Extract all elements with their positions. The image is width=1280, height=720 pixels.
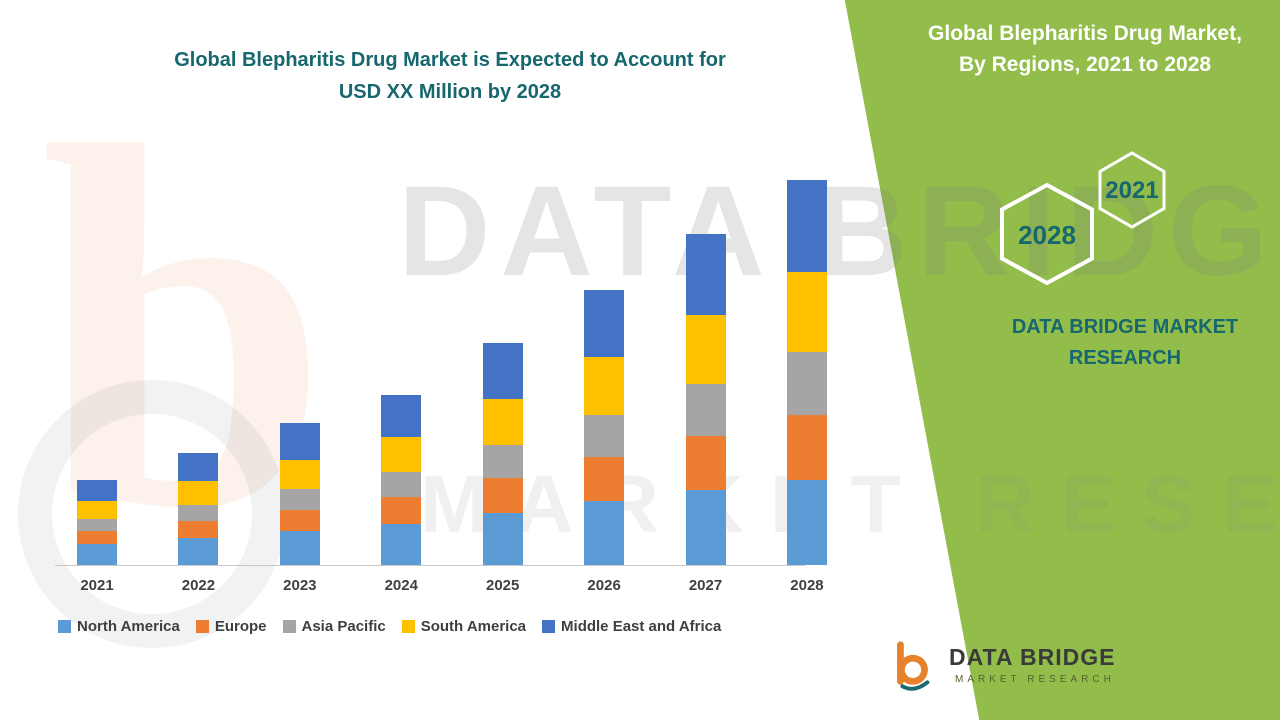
bar-segment-2025-middle-east-and-africa: [482, 343, 523, 399]
databridge-logo-subtitle: MARKET RESEARCH: [949, 674, 1121, 685]
legend-label: North America: [77, 618, 180, 635]
stacked-bar-2028: [786, 180, 827, 565]
bar-segment-2025-asia-pacific: [482, 445, 523, 479]
bar-segment-2027-asia-pacific: [685, 383, 726, 436]
bar-segment-2027-north-america: [685, 490, 726, 565]
bar-segment-2027-south-america: [685, 315, 726, 384]
chart-plot-area: [55, 180, 864, 565]
bar-segment-2022-south-america: [178, 481, 219, 505]
bar-segment-2024-south-america: [381, 437, 422, 473]
hexagon-2028-outline: [1000, 182, 1094, 286]
legend-label: Asia Pacific: [301, 618, 386, 635]
legend-item-south-america: South America: [401, 618, 527, 635]
databridge-logo-text: DATA BRIDGE MARKET RESEARCH: [949, 644, 1121, 685]
bar-segment-2028-europe: [786, 414, 827, 481]
bar-segment-2026-south-america: [584, 357, 625, 415]
chart-legend: North America Europe Asia Pacific South Ame…: [58, 618, 721, 635]
x-axis-label-2021: 2021: [80, 577, 114, 594]
legend-swatch: [282, 620, 296, 633]
x-axis-label-2023: 2023: [283, 577, 317, 594]
legend-label: Europe: [214, 618, 267, 635]
legend-label: South America: [420, 618, 527, 635]
side-panel-brand-text: DATA BRIDGE MARKET RESEARCH: [1011, 316, 1239, 369]
legend-swatch: [401, 620, 415, 633]
bar-segment-2022-north-america: [178, 537, 219, 565]
legend-item-asia-pacific: Asia Pacific: [282, 618, 386, 635]
bar-segment-2026-middle-east-and-africa: [584, 289, 625, 358]
x-axis-label-2028: 2028: [790, 577, 824, 594]
x-axis-label-2025: 2025: [486, 577, 520, 594]
databridge-logo-icon: [897, 641, 930, 691]
bar-segment-2023-europe: [279, 509, 320, 531]
bar-segment-2024-middle-east-and-africa: [381, 394, 422, 438]
bar-segment-2021-middle-east-and-africa: [77, 480, 117, 501]
databridge-logo-name: DATA BRIDGE: [949, 643, 1116, 670]
hexagon-badges: 2021 2028: [1000, 151, 1166, 286]
bar-segment-2022-asia-pacific: [178, 504, 219, 521]
stacked-bar-2025: [482, 343, 523, 565]
bar-segment-2028-asia-pacific: [786, 352, 827, 415]
legend-item-europe: Europe: [195, 618, 267, 635]
stacked-bar-2024: [381, 394, 422, 565]
bar-segment-2027-europe: [685, 436, 726, 491]
stacked-bar-2021: [77, 480, 117, 565]
hexagon-2028-label: 2028: [1018, 220, 1076, 250]
bar-segment-2025-south-america: [482, 398, 523, 446]
bar-segment-2023-asia-pacific: [279, 489, 320, 510]
bar-segment-2028-north-america: [786, 480, 827, 565]
bar-segment-2026-asia-pacific: [584, 414, 625, 458]
stacked-bar-2026: [584, 289, 625, 565]
bar-segment-2022-europe: [178, 520, 219, 538]
bar-segment-2024-north-america: [381, 523, 422, 565]
bar-segment-2028-south-america: [786, 271, 827, 353]
legend-swatch: [542, 620, 556, 633]
bar-segment-2027-middle-east-and-africa: [685, 234, 726, 316]
x-axis-line: [55, 565, 805, 566]
chart-title-line1: Global Blepharitis Drug Market is Expect…: [174, 49, 726, 71]
bar-segment-2026-europe: [584, 457, 625, 501]
x-axis-labels: 2021 2022 2023 2024 2025 2026 2027 2028: [55, 577, 864, 594]
bar-segment-2021-south-america: [77, 500, 117, 519]
bar-segment-2024-asia-pacific: [381, 472, 422, 498]
bar-segment-2023-south-america: [279, 460, 320, 490]
hexagon-2021-label: 2021: [1105, 177, 1158, 204]
chart-title: Global Blepharitis Drug Market is Expect…: [90, 44, 810, 108]
legend-item-north-america: North America: [58, 618, 180, 635]
x-axis-label-2027: 2027: [688, 577, 723, 594]
legend-swatch: [195, 620, 209, 633]
bar-segment-2025-europe: [482, 478, 523, 513]
stacked-bar-2023: [279, 422, 320, 565]
bar-segment-2021-europe: [77, 530, 117, 544]
bar-segment-2021-north-america: [77, 543, 117, 565]
bar-segment-2024-europe: [381, 497, 422, 524]
x-axis-label-2026: 2026: [587, 577, 621, 594]
x-axis-label-2024: 2024: [384, 577, 418, 594]
bar-segment-2021-asia-pacific: [77, 518, 117, 531]
side-panel-heading: Global Blepharitis Drug Market, By Regio…: [928, 22, 1242, 76]
legend-label: Middle East and Africa: [561, 618, 722, 635]
stacked-bar-2022: [178, 453, 219, 565]
databridge-logo-subtitle-text: MARKET RESEARCH: [955, 673, 1115, 685]
bar-segment-2028-middle-east-and-africa: [786, 180, 827, 272]
legend-item-middle-east-and-africa: Middle East and Africa: [542, 618, 721, 635]
legend-swatch: [58, 620, 71, 633]
stacked-bar-2027: [685, 234, 726, 565]
x-axis-label-2022: 2022: [181, 577, 216, 594]
bar-segment-2022-middle-east-and-africa: [178, 453, 219, 482]
bar-segment-2026-north-america: [584, 500, 625, 565]
chart-title-line2: USD XX Million by 2028: [338, 81, 562, 103]
databridge-logo: DATA BRIDGE MARKET RESEARCH: [885, 636, 1121, 692]
bar-segment-2023-middle-east-and-africa: [279, 422, 320, 461]
bar-segment-2023-north-america: [279, 530, 320, 565]
bar-segment-2025-north-america: [482, 512, 523, 565]
hexagon-2021-outline: [1098, 151, 1166, 229]
